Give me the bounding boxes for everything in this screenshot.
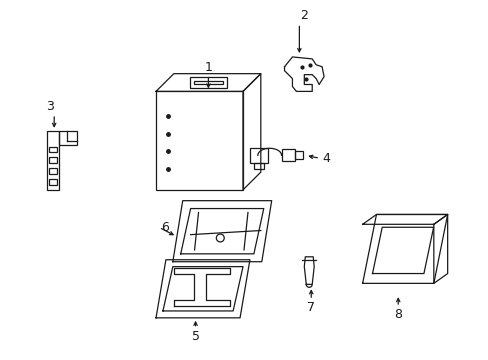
Text: 5: 5 [191,330,199,343]
Text: 7: 7 [306,301,315,314]
Bar [193,81,223,85]
Bar [156,91,243,190]
Text: 6: 6 [161,221,168,234]
Bar [295,152,303,159]
Text: 3: 3 [46,100,54,113]
Bar [47,131,59,190]
Text: 8: 8 [393,308,402,321]
Text: 2: 2 [300,9,307,22]
Text: 1: 1 [204,61,212,74]
Bar [189,77,227,89]
Bar [49,168,57,174]
Bar [281,149,295,161]
Bar [49,157,57,163]
Bar [253,163,263,169]
Bar [59,131,77,145]
Bar [49,147,57,152]
Bar [49,179,57,185]
Bar [249,148,267,163]
Text: 4: 4 [322,152,329,165]
